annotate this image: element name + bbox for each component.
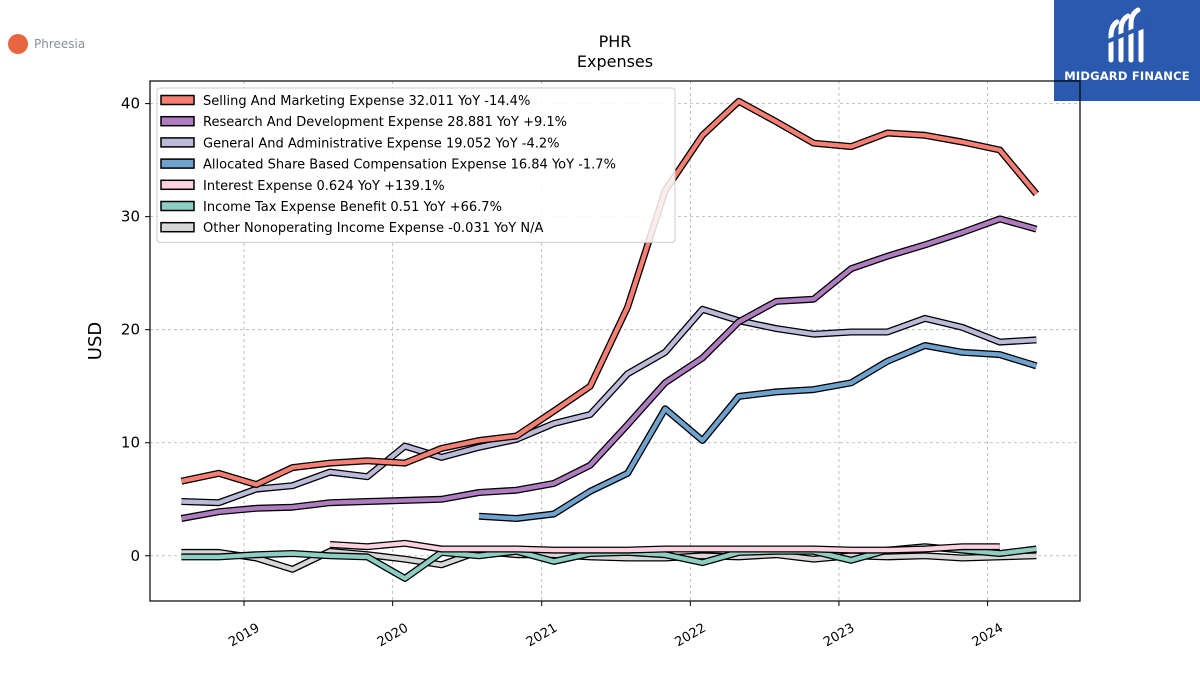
- legend-label-selling-and-marketing-expense: Selling And Marketing Expense 32.011 YoY…: [203, 94, 530, 109]
- series-line-selling-and-marketing-expense: [180, 99, 1039, 487]
- series-line-research-and-development-expense: [181, 216, 1037, 521]
- phreesia-logo-text: Phreesia: [34, 37, 86, 51]
- series-line-interest-expense: [329, 541, 1000, 553]
- legend-label-interest-expense: Interest Expense 0.624 YoY +139.1%: [203, 179, 445, 194]
- legend-swatch-research-and-development-expense: [160, 115, 195, 127]
- legend-swatch-general-and-administrative-expense: [160, 137, 195, 148]
- legend-swatch-other-nonoperating-income-expense: [160, 221, 195, 233]
- y-tick-label: 20: [121, 321, 140, 339]
- plot-frame: [149, 80, 1081, 602]
- chart-title: PHR: [599, 32, 632, 51]
- phreesia-logo: Phreesia: [8, 34, 85, 54]
- midgard-logo-text: MIDGARD FINANCE: [1064, 69, 1190, 83]
- x-tick-label: 2024: [970, 621, 1006, 651]
- midgard-finance-logo: MIDGARD FINANCE: [1054, 0, 1200, 101]
- series-outline-research-and-development-expense: [180, 215, 1038, 522]
- legend-label-general-and-administrative-expense: General And Administrative Expense 19.05…: [203, 136, 560, 151]
- x-tick-label: 2023: [821, 621, 857, 651]
- legend-box: [156, 87, 676, 243]
- chart-subtitle: Expenses: [577, 52, 653, 71]
- y-axis-label: USD: [85, 322, 106, 360]
- legend-swatch-selling-and-marketing-expense: [160, 94, 195, 106]
- legend-label-research-and-development-expense: Research And Development Expense 28.881 …: [203, 115, 567, 130]
- y-tick-label: 10: [121, 434, 140, 452]
- y-tick-label: 30: [121, 208, 140, 226]
- legend: Selling And Marketing Expense 32.011 YoY…: [156, 87, 676, 243]
- y-tick-label: 40: [121, 95, 140, 113]
- x-tick-label: 2022: [672, 621, 708, 651]
- legend-swatch-income-tax-expense-benefit: [160, 200, 195, 212]
- legend-label-allocated-share-based-compensation-expense: Allocated Share Based Compensation Expen…: [203, 158, 616, 173]
- legend-swatch-interest-expense: [160, 179, 195, 191]
- series-line-general-and-administrative-expense: [181, 307, 1037, 505]
- series-outline-allocated-share-based-compensation-expense: [478, 342, 1038, 522]
- x-tick-label: 2021: [524, 621, 560, 651]
- midgard-logo-icon: [1105, 7, 1151, 63]
- legend-label-income-tax-expense-benefit: Income Tax Expense Benefit 0.51 YoY +66.…: [203, 200, 502, 215]
- series-outline-general-and-administrative-expense: [181, 305, 1037, 507]
- series-lines: [180, 97, 1040, 582]
- series-line-allocated-share-based-compensation-expense: [478, 343, 1038, 521]
- phreesia-logo-mark: [8, 34, 28, 54]
- legend-label-other-nonoperating-income-expense: Other Nonoperating Income Expense -0.031…: [203, 221, 543, 236]
- x-tick-label: 2020: [375, 621, 411, 651]
- legend-swatch-allocated-share-based-compensation-expense: [160, 158, 195, 169]
- x-tick-label: 2019: [226, 621, 262, 651]
- y-tick-label: 0: [130, 547, 140, 565]
